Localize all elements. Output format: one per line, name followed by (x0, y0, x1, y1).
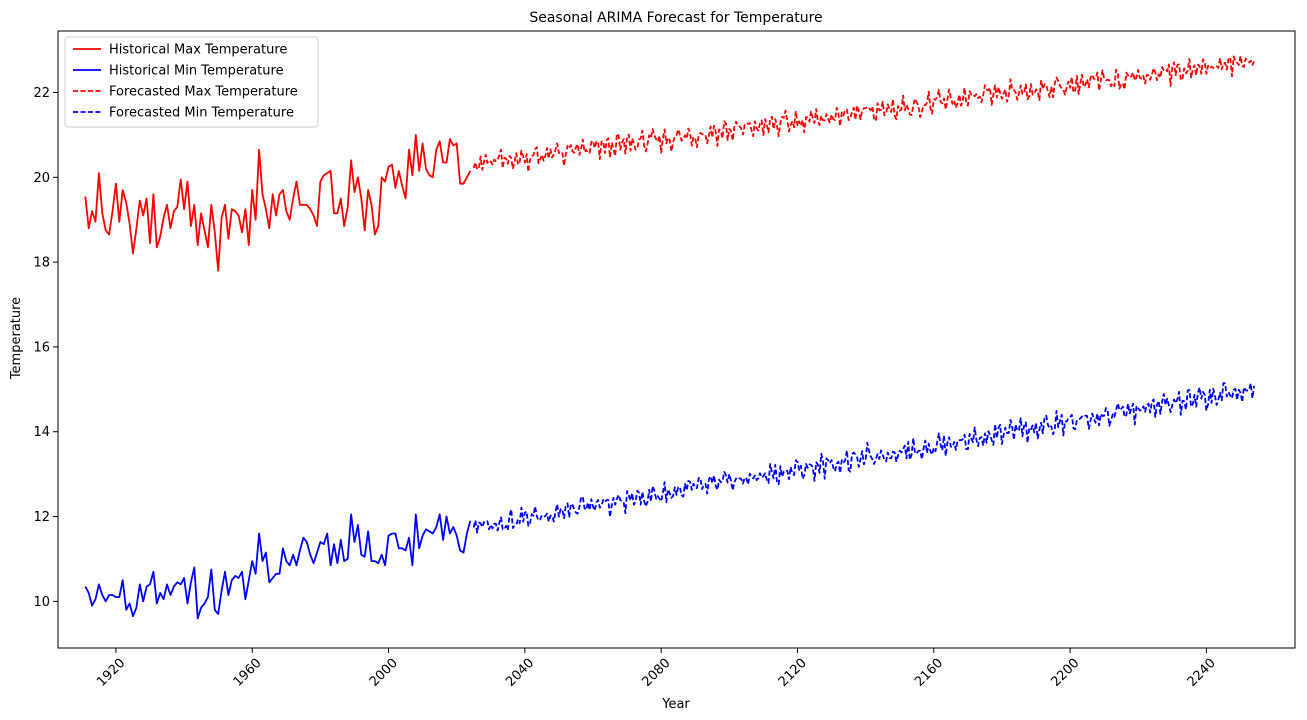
series-line-forecasted-min-temperature (472, 382, 1255, 534)
x-tick-label: 2240 (1185, 656, 1219, 690)
y-tick-label: 22 (33, 86, 50, 101)
y-axis-label: Temperature (9, 297, 24, 380)
x-axis-label: Year (661, 697, 690, 712)
x-tick-label: 2080 (640, 656, 674, 690)
series-line-historical-min-temperature (84, 513, 472, 620)
plot-frame (57, 30, 1296, 649)
y-tick-label: 10 (33, 595, 50, 610)
series-line-forecasted-max-temperature (472, 55, 1255, 173)
x-tick-label: 2200 (1048, 656, 1082, 690)
x-tick-label: 2040 (503, 656, 537, 690)
x-tick-label: 2000 (367, 656, 401, 690)
x-tick-label: 1960 (231, 656, 265, 690)
y-tick-label: 20 (33, 171, 50, 186)
legend-box (64, 36, 319, 128)
x-tick-label: 1920 (94, 656, 128, 690)
plot-area (84, 55, 1255, 620)
y-tick-label: 12 (33, 510, 50, 525)
y-tick-label: 18 (33, 256, 50, 271)
legend-label: Forecasted Max Temperature (109, 85, 298, 100)
legend-label: Historical Min Temperature (109, 64, 284, 79)
chart-title: Seasonal ARIMA Forecast for Temperature (529, 10, 822, 26)
y-tick-label: 16 (33, 340, 50, 355)
x-tick-label: 2160 (912, 656, 946, 690)
y-tick-label: 14 (33, 425, 50, 440)
legend: Historical Max Temperature Historical Min… (64, 36, 319, 128)
series-line-historical-max-temperature (84, 133, 472, 272)
x-tick-label: 2120 (776, 656, 810, 690)
legend-label: Forecasted Min Temperature (109, 106, 294, 121)
legend-label: Historical Max Temperature (109, 43, 287, 58)
